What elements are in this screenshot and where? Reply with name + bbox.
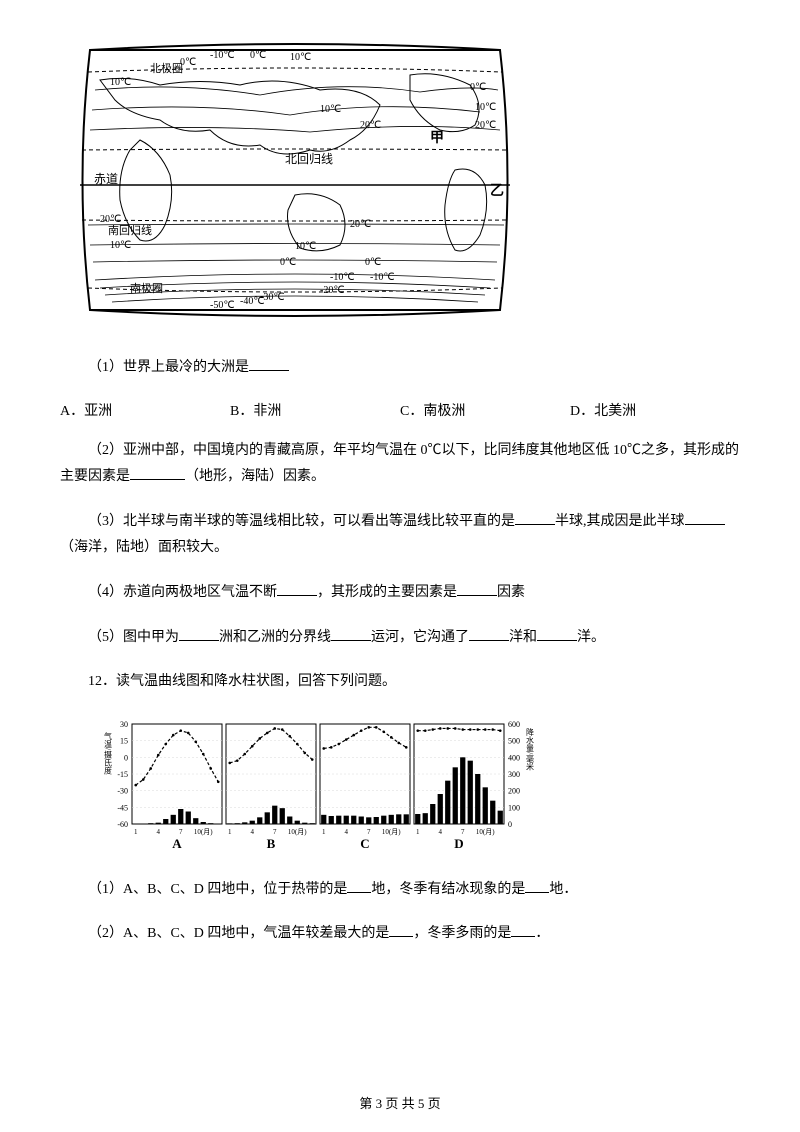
svg-text:30: 30: [120, 720, 128, 729]
tropic-capricorn-label: 南回归线: [108, 223, 152, 237]
option-b: B．非洲: [230, 400, 400, 420]
svg-text:1: 1: [322, 828, 326, 836]
temp-label: -50℃: [210, 300, 235, 311]
option-d: D．北美洲: [570, 400, 740, 420]
svg-text:-45: -45: [117, 803, 128, 812]
svg-text:500: 500: [508, 736, 520, 745]
svg-text:7: 7: [367, 828, 371, 836]
svg-text:10(月): 10(月): [194, 828, 213, 836]
temp-label: 0℃: [250, 50, 266, 61]
tropic-cancer-label: 北回归线: [285, 152, 333, 166]
svg-text:7: 7: [179, 828, 183, 836]
temp-label: 20℃: [360, 120, 381, 131]
yi-label: 乙: [490, 183, 504, 199]
svg-text:-60: -60: [117, 820, 128, 829]
option-a: A．亚洲: [60, 400, 230, 420]
svg-text:600: 600: [508, 720, 520, 729]
svg-text:1: 1: [134, 828, 138, 836]
temp-label: -10℃: [210, 50, 235, 61]
q1-text: （1）世界上最冷的大洲是: [60, 355, 740, 382]
temp-label: 10℃: [295, 241, 316, 252]
arctic-label: 北极圈: [150, 61, 183, 75]
svg-text:10(月): 10(月): [382, 828, 401, 836]
world-isotherm-map: 10℃ 0℃ -10℃ 0℃ 10℃ 10℃ 20℃ 0℃ 10℃ 20℃ 20…: [60, 30, 740, 330]
equator-label: 赤道: [94, 172, 118, 186]
q3-text: （3）北半球与南半球的等温线相比较，可以看出等温线比较平直的是半球,其成因是此半…: [60, 509, 740, 562]
svg-text:7: 7: [461, 828, 465, 836]
svg-text:10(月): 10(月): [476, 828, 495, 836]
temp-label: -40℃: [240, 296, 265, 307]
temp-label: 10℃: [110, 240, 131, 251]
svg-text:C: C: [360, 836, 369, 851]
option-c: C．南极洲: [400, 400, 570, 420]
q2-text: （2）亚洲中部，中国境内的青藏高原，年平均气温在 0℃以下，比同纬度其他地区低 …: [60, 438, 740, 491]
temp-label: -10℃: [370, 272, 395, 283]
q1-options: A．亚洲 B．非洲 C．南极洲 D．北美洲: [60, 400, 740, 420]
svg-text:100: 100: [508, 803, 520, 812]
svg-text:1: 1: [228, 828, 232, 836]
temp-label: 10℃: [110, 77, 131, 88]
temp-label: 0℃: [470, 82, 486, 93]
temp-label: 20℃: [475, 120, 496, 131]
svg-text:0: 0: [124, 753, 128, 762]
temp-label: -20℃: [320, 285, 345, 296]
svg-text:B: B: [267, 836, 276, 851]
temp-label: 20℃: [350, 219, 371, 230]
q5-text: （5）图中甲为洲和乙洲的分界线运河，它沟通了洋和洋。: [60, 625, 740, 652]
svg-text:D: D: [454, 836, 463, 851]
svg-text:200: 200: [508, 786, 520, 795]
svg-text:降水量/毫米: 降水量/毫米: [526, 727, 535, 771]
svg-text:4: 4: [439, 828, 443, 836]
svg-text:气温/摄氏度: 气温/摄氏度: [104, 731, 113, 775]
svg-text:-15: -15: [117, 770, 128, 779]
temp-label: -10℃: [330, 272, 355, 283]
temp-label: 20℃: [100, 214, 121, 225]
temp-label: 10℃: [475, 102, 496, 113]
svg-text:-30: -30: [117, 786, 128, 795]
svg-text:4: 4: [345, 828, 349, 836]
jia-label: 甲: [430, 130, 444, 146]
temp-label: 0℃: [280, 257, 296, 268]
svg-text:7: 7: [273, 828, 277, 836]
temp-label: 10℃: [290, 52, 311, 63]
antarctic-label: 南极圈: [130, 281, 163, 295]
page-footer: 第 3 页 共 5 页: [0, 1093, 800, 1112]
svg-text:10(月): 10(月): [288, 828, 307, 836]
q4-text: （4）赤道向两极地区气温不断，其形成的主要因素是因素: [60, 580, 740, 607]
q12-intro: 12．读气温曲线图和降水柱状图，回答下列问题。: [60, 669, 740, 696]
temp-label: 10℃: [320, 104, 341, 115]
svg-text:0: 0: [508, 820, 512, 829]
svg-text:A: A: [172, 836, 182, 851]
svg-text:400: 400: [508, 753, 520, 762]
svg-text:4: 4: [157, 828, 161, 836]
svg-text:4: 4: [251, 828, 255, 836]
q12-1-text: （1）A、B、C、D 四地中，位于热带的是地，冬季有结冰现象的是地．: [60, 877, 740, 904]
temp-label: 0℃: [365, 257, 381, 268]
svg-text:1: 1: [416, 828, 420, 836]
svg-text:15: 15: [120, 736, 128, 745]
svg-text:300: 300: [508, 770, 520, 779]
q12-2-text: （2）A、B、C、D 四地中，气温年较差最大的是，冬季多雨的是．: [60, 921, 740, 948]
climate-charts: 气温/摄氏度 30 15 0 -15 -30 -45 -60 1 4 7 10(月) A 1 4 7 10(月)…: [100, 714, 740, 859]
